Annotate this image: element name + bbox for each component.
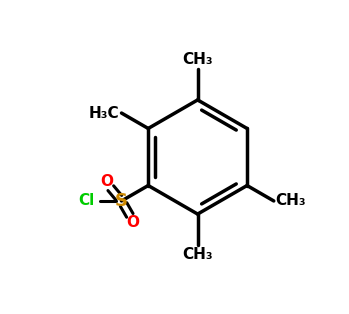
Text: H₃C: H₃C — [88, 106, 119, 121]
Text: O: O — [127, 215, 140, 230]
Text: CH₃: CH₃ — [182, 247, 213, 262]
Text: S: S — [115, 192, 128, 210]
Text: CH₃: CH₃ — [276, 193, 306, 208]
Text: Cl: Cl — [79, 193, 95, 208]
Text: O: O — [100, 175, 113, 189]
Text: CH₃: CH₃ — [182, 52, 213, 67]
